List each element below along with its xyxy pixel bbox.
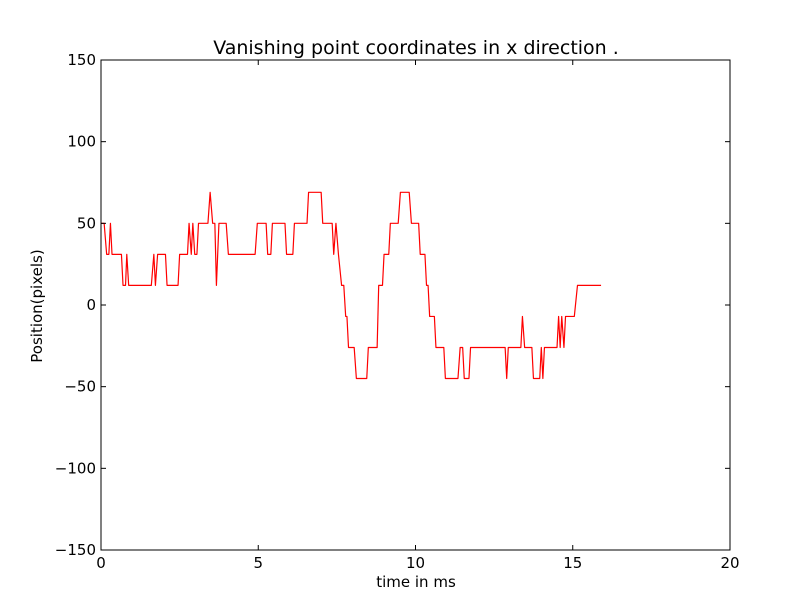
y-tick-label: 150 bbox=[67, 51, 96, 69]
y-tick-label: 50 bbox=[77, 214, 96, 232]
y-tick-label: −50 bbox=[64, 378, 96, 396]
x-tick-label: 5 bbox=[253, 554, 263, 572]
y-tick-label: 100 bbox=[67, 133, 96, 151]
y-tick-label: −150 bbox=[55, 541, 96, 559]
x-tick-label: 20 bbox=[720, 554, 739, 572]
y-tick-label: −100 bbox=[55, 459, 96, 477]
x-tick-label: 0 bbox=[96, 554, 106, 572]
plot-area bbox=[101, 191, 602, 380]
chart-title: Vanishing point coordinates in x directi… bbox=[213, 37, 619, 59]
series-line-1 bbox=[101, 191, 602, 380]
x-axis-label: time in ms bbox=[376, 573, 456, 591]
axes: 0 5 10 15 20 −150 −100 −50 0 50 100 150 bbox=[55, 51, 740, 572]
x-tick-label: 15 bbox=[563, 554, 582, 572]
y-axis-label: Position(pixels) bbox=[28, 249, 46, 362]
x-tick-label: 10 bbox=[406, 554, 425, 572]
y-tick-label: 0 bbox=[86, 296, 96, 314]
